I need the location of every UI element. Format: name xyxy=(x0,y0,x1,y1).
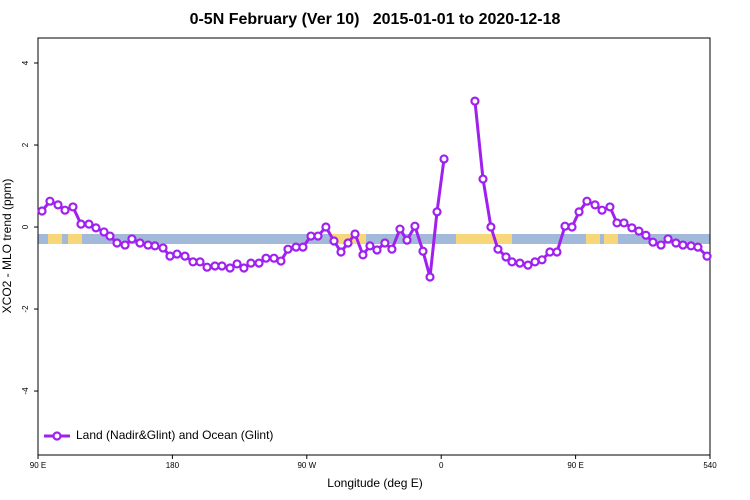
plot-frame xyxy=(37,37,711,456)
x-tick-label: 90 E xyxy=(567,461,583,470)
x-tick-label: 90 W xyxy=(297,461,316,470)
point xyxy=(395,224,405,234)
point xyxy=(358,250,368,260)
point xyxy=(693,242,703,252)
point xyxy=(605,202,615,212)
land-band xyxy=(48,234,62,244)
point xyxy=(648,237,658,247)
land-band xyxy=(456,234,512,244)
point xyxy=(321,222,331,232)
point xyxy=(158,243,168,253)
point xyxy=(372,245,382,255)
point xyxy=(478,174,488,184)
ocean-band xyxy=(38,234,710,244)
point xyxy=(418,246,428,256)
point xyxy=(53,200,63,210)
chart-title: 0-5N February (Ver 10) 2015-01-01 to 202… xyxy=(190,11,561,28)
y-tick-label: 2 xyxy=(21,142,30,147)
point xyxy=(276,256,286,266)
point xyxy=(402,235,412,245)
point xyxy=(202,262,212,272)
point xyxy=(232,259,242,269)
point xyxy=(702,251,712,261)
y-tick-label: -4 xyxy=(21,387,30,395)
legend-label: Land (Nadir&Glint) and Ocean (Glint) xyxy=(76,428,273,442)
x-tick-label: 180 xyxy=(166,461,180,470)
point xyxy=(425,272,435,282)
point xyxy=(432,207,442,217)
point xyxy=(150,241,160,251)
point xyxy=(470,96,480,106)
point xyxy=(656,240,666,250)
point xyxy=(313,231,323,241)
point xyxy=(45,196,55,206)
point xyxy=(537,255,547,265)
y-tick-label: 4 xyxy=(21,60,30,65)
point xyxy=(619,218,629,228)
point xyxy=(634,226,644,236)
point xyxy=(298,242,308,252)
point xyxy=(120,240,130,250)
point xyxy=(365,241,375,251)
point xyxy=(68,202,78,212)
point xyxy=(180,251,190,261)
point xyxy=(261,253,271,263)
point xyxy=(283,244,293,254)
point xyxy=(246,258,256,268)
point xyxy=(641,230,651,240)
point xyxy=(380,238,390,248)
point xyxy=(254,258,264,268)
point xyxy=(515,258,525,268)
point xyxy=(329,236,339,246)
point xyxy=(91,223,101,233)
point xyxy=(60,205,70,215)
legend-swatch-marker xyxy=(52,431,62,441)
y-tick-label: -2 xyxy=(21,305,30,313)
point xyxy=(663,234,673,244)
point xyxy=(493,244,503,254)
point xyxy=(574,207,584,217)
point xyxy=(439,154,449,164)
point xyxy=(336,247,346,257)
point xyxy=(387,244,397,254)
x-tick-label: 90 E xyxy=(30,461,46,470)
point xyxy=(37,206,47,216)
y-axis-label: XCO2 - MLO trend (ppm) xyxy=(0,179,14,314)
x-tick-label: 0 xyxy=(439,461,444,470)
point xyxy=(239,263,249,273)
point xyxy=(195,257,205,267)
point xyxy=(225,263,235,273)
point xyxy=(552,247,562,257)
point xyxy=(486,222,496,232)
y-tick-label: 0 xyxy=(21,224,30,229)
point xyxy=(112,238,122,248)
point xyxy=(597,205,607,215)
point xyxy=(507,257,517,267)
point xyxy=(627,223,637,233)
point xyxy=(410,221,420,231)
point xyxy=(135,238,145,248)
point xyxy=(99,227,109,237)
point xyxy=(590,200,600,210)
point xyxy=(172,249,182,259)
point xyxy=(678,240,688,250)
point xyxy=(523,260,533,270)
land-band xyxy=(604,234,618,244)
point xyxy=(105,231,115,241)
point xyxy=(350,229,360,239)
x-tick-label: 540 xyxy=(703,461,717,470)
point xyxy=(343,238,353,248)
x-axis-label: Longitude (deg E) xyxy=(327,476,422,490)
point xyxy=(84,219,94,229)
land-band xyxy=(68,234,82,244)
point xyxy=(76,219,86,229)
point xyxy=(127,234,137,244)
point xyxy=(582,196,592,206)
point xyxy=(501,252,511,262)
land-band xyxy=(586,234,600,244)
point xyxy=(560,221,570,231)
point xyxy=(567,222,577,232)
point xyxy=(217,261,227,271)
